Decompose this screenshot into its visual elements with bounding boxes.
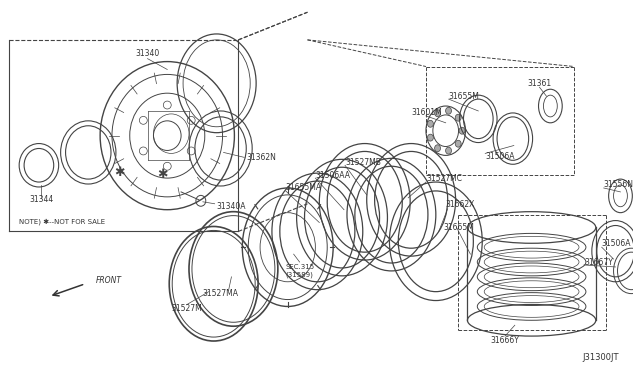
Ellipse shape bbox=[435, 145, 440, 152]
Text: 31556N: 31556N bbox=[604, 180, 634, 189]
Text: 31506A: 31506A bbox=[485, 152, 515, 161]
Ellipse shape bbox=[455, 140, 461, 147]
Text: 31506AA: 31506AA bbox=[316, 171, 350, 180]
Text: 31527M: 31527M bbox=[172, 304, 202, 313]
Text: 31527MB: 31527MB bbox=[345, 158, 381, 167]
Text: 31665M: 31665M bbox=[444, 223, 475, 232]
Text: 31655M: 31655M bbox=[449, 92, 479, 101]
Text: 31662X: 31662X bbox=[445, 200, 475, 209]
Ellipse shape bbox=[435, 110, 440, 117]
Text: ✱: ✱ bbox=[157, 168, 168, 181]
Text: 31527MA: 31527MA bbox=[203, 289, 239, 298]
Ellipse shape bbox=[455, 114, 461, 121]
Text: 31506A: 31506A bbox=[602, 239, 631, 248]
Text: 31666Y: 31666Y bbox=[490, 336, 520, 344]
Text: 31527MC: 31527MC bbox=[426, 174, 462, 183]
Text: ✱: ✱ bbox=[115, 166, 125, 179]
Text: 31340: 31340 bbox=[136, 49, 159, 58]
Text: 31362N: 31362N bbox=[246, 153, 276, 162]
Ellipse shape bbox=[459, 127, 465, 134]
Text: NOTE) ✱--NOT FOR SALE: NOTE) ✱--NOT FOR SALE bbox=[19, 218, 106, 225]
Ellipse shape bbox=[445, 147, 451, 154]
Text: SEC.315
(31589): SEC.315 (31589) bbox=[285, 264, 314, 278]
Ellipse shape bbox=[428, 134, 433, 141]
Text: 31601M: 31601M bbox=[411, 108, 442, 118]
Text: 31340A: 31340A bbox=[216, 202, 246, 211]
Text: J31300JT: J31300JT bbox=[582, 353, 618, 362]
Text: 31344: 31344 bbox=[29, 195, 53, 204]
Text: 31655MA: 31655MA bbox=[285, 183, 322, 192]
Text: 31361: 31361 bbox=[527, 79, 552, 88]
Ellipse shape bbox=[445, 107, 451, 114]
Text: FRONT: FRONT bbox=[96, 276, 122, 285]
Ellipse shape bbox=[428, 120, 433, 127]
Text: 31667Y: 31667Y bbox=[584, 257, 613, 266]
